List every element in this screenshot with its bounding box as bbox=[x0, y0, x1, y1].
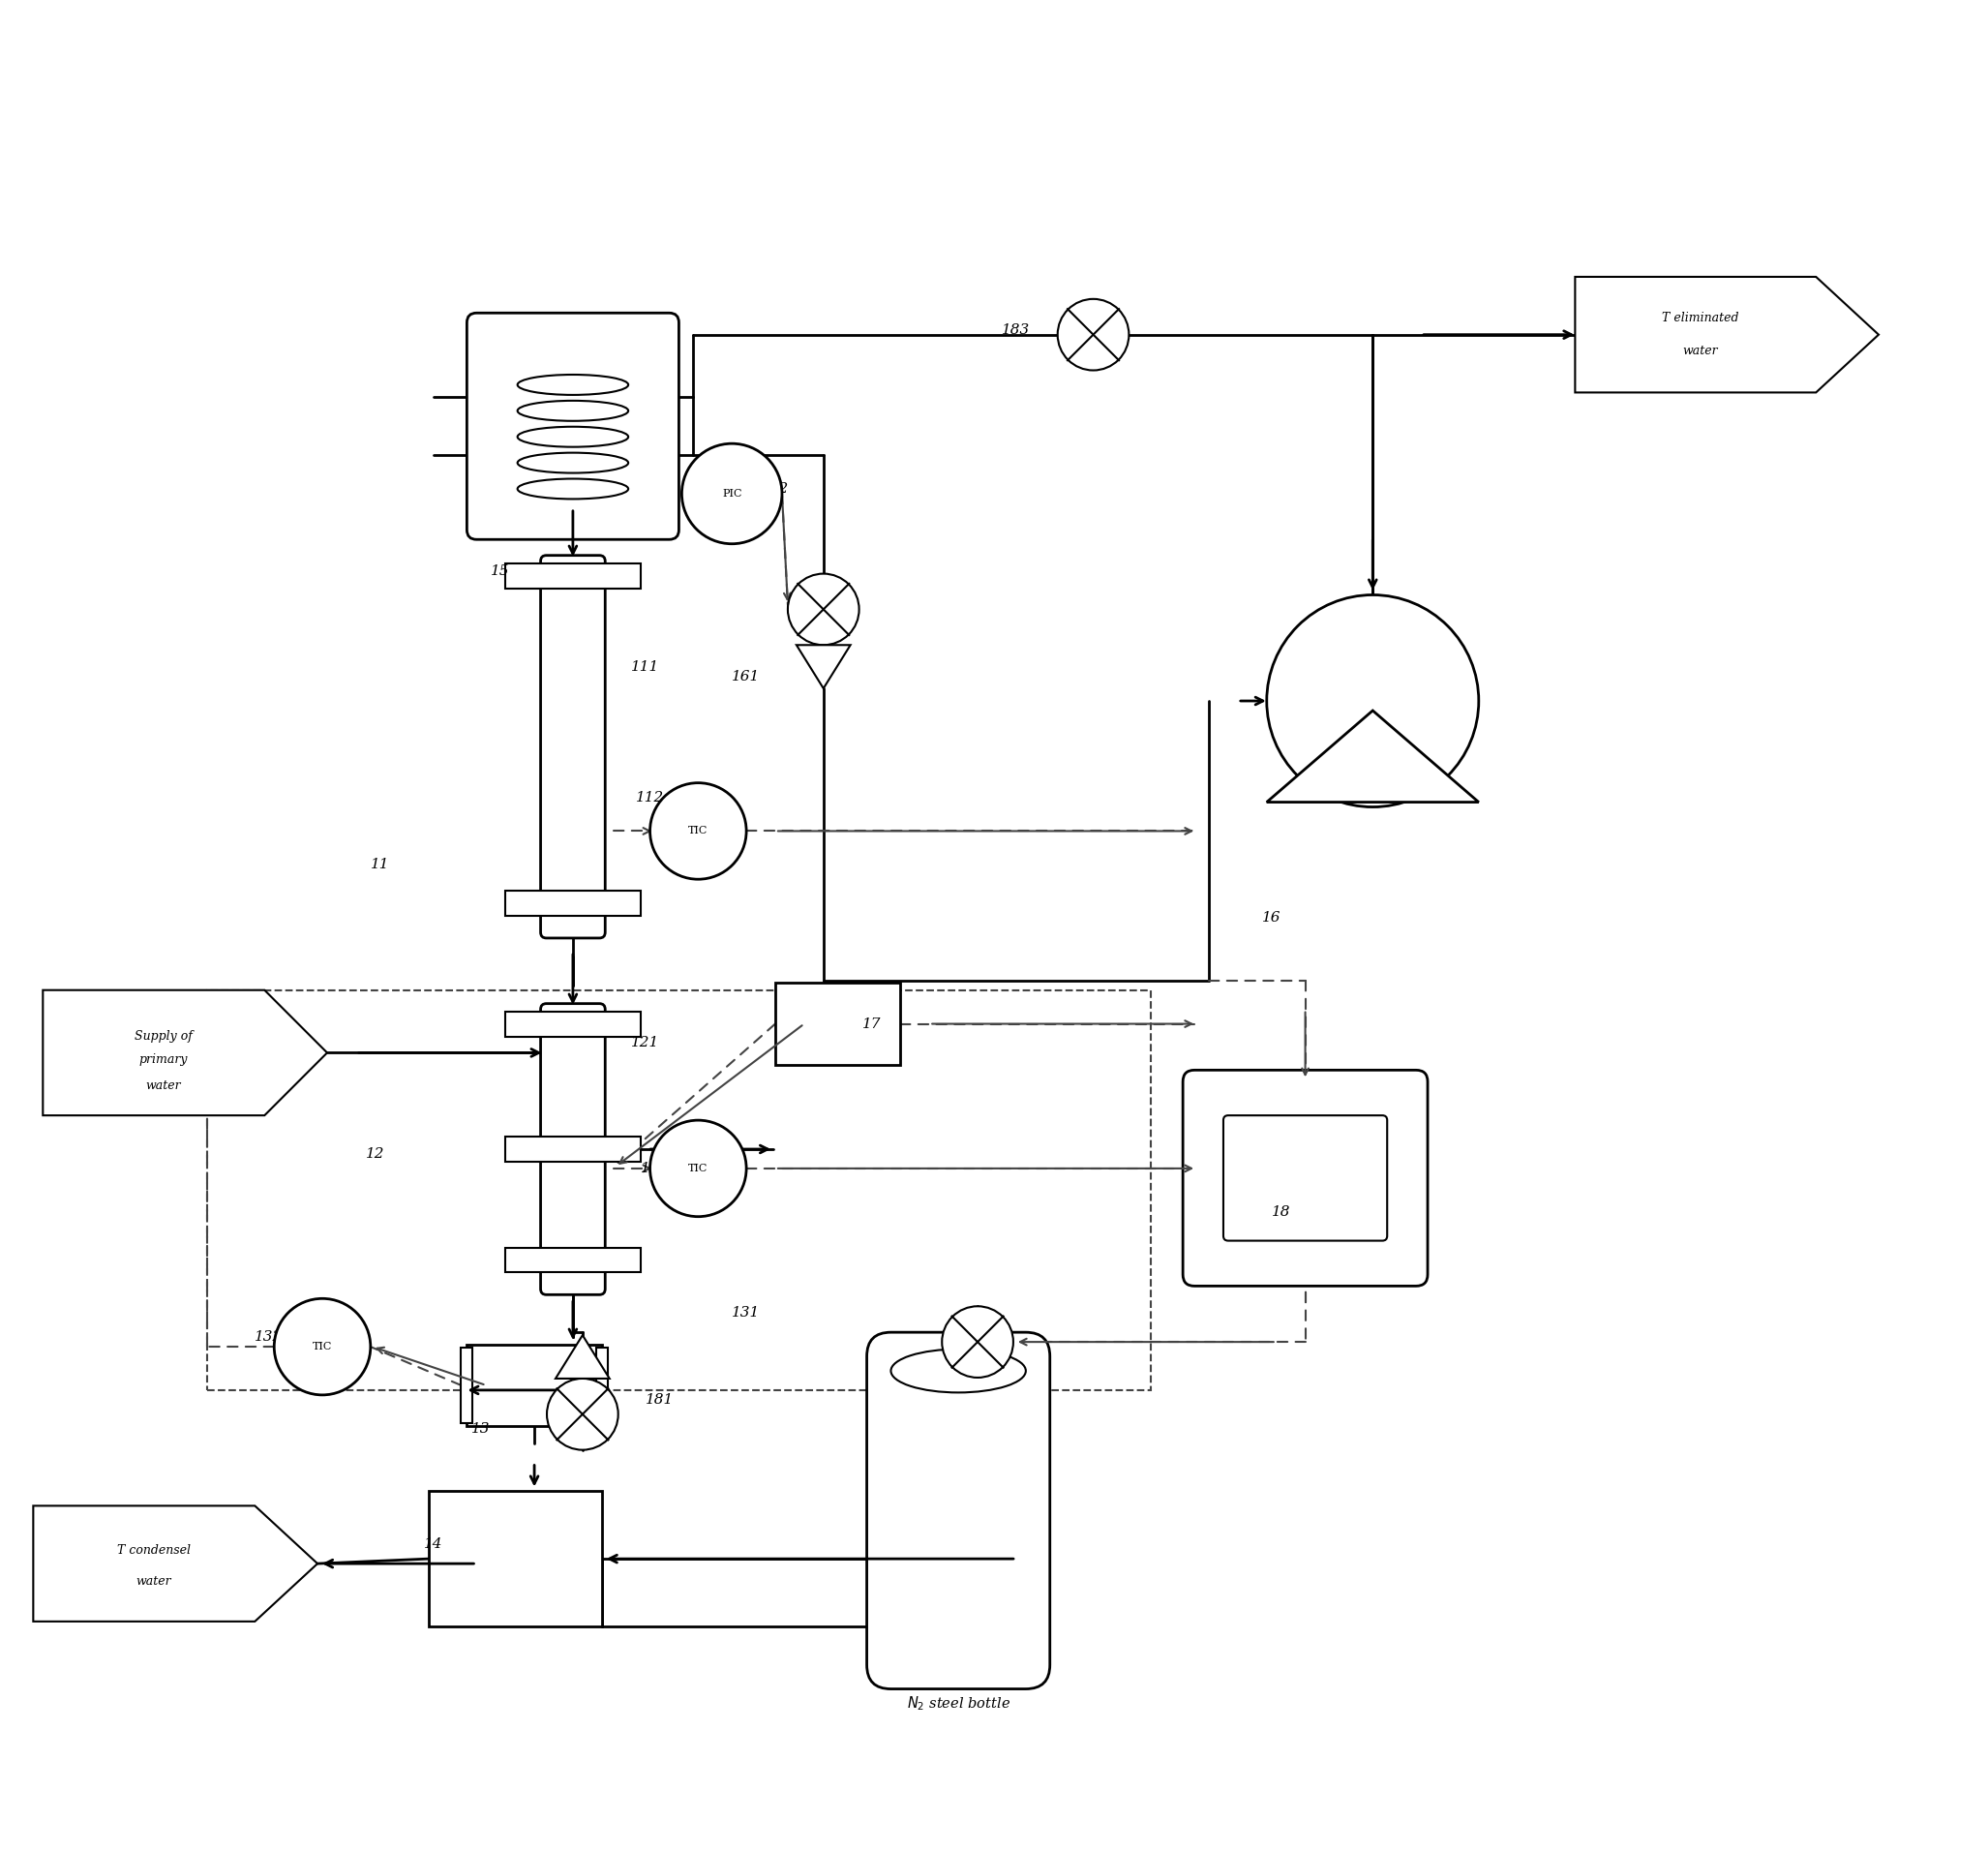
Text: 12: 12 bbox=[366, 1146, 384, 1161]
Circle shape bbox=[1058, 298, 1129, 370]
Text: T eliminated: T eliminated bbox=[1662, 311, 1740, 324]
Text: 182: 182 bbox=[954, 1341, 982, 1354]
Ellipse shape bbox=[517, 426, 628, 446]
Bar bbox=[505, 563, 640, 589]
Text: 17: 17 bbox=[863, 1017, 881, 1030]
Text: $N_2$ steel bottle: $N_2$ steel bottle bbox=[907, 1695, 1010, 1713]
Text: primary: primary bbox=[139, 1054, 187, 1065]
Bar bbox=[505, 1137, 640, 1161]
Circle shape bbox=[942, 1306, 1014, 1378]
Text: 162: 162 bbox=[761, 482, 789, 496]
Ellipse shape bbox=[517, 374, 628, 394]
Text: 112: 112 bbox=[636, 791, 664, 804]
Bar bbox=[427, 1491, 602, 1626]
FancyBboxPatch shape bbox=[1183, 1070, 1427, 1285]
Bar bbox=[461, 1346, 473, 1424]
Text: 15: 15 bbox=[491, 565, 509, 578]
Text: 121: 121 bbox=[630, 1037, 658, 1050]
Text: water: water bbox=[145, 1080, 181, 1093]
Polygon shape bbox=[1266, 711, 1479, 802]
Text: 18: 18 bbox=[1272, 1206, 1290, 1219]
Bar bbox=[505, 1011, 640, 1037]
Text: 181: 181 bbox=[646, 1393, 674, 1406]
Ellipse shape bbox=[891, 1348, 1026, 1393]
Circle shape bbox=[1266, 594, 1479, 807]
Text: 183: 183 bbox=[1002, 322, 1030, 337]
Text: 131: 131 bbox=[732, 1306, 759, 1320]
Text: water: water bbox=[135, 1574, 171, 1587]
FancyBboxPatch shape bbox=[867, 1332, 1050, 1689]
Text: 111: 111 bbox=[630, 661, 658, 674]
Text: TIC: TIC bbox=[688, 826, 708, 835]
Text: 161: 161 bbox=[732, 670, 759, 683]
Text: Supply of: Supply of bbox=[135, 1030, 193, 1043]
Text: T condensel: T condensel bbox=[117, 1545, 191, 1556]
Bar bbox=[505, 1248, 640, 1272]
Circle shape bbox=[650, 783, 746, 880]
Polygon shape bbox=[44, 991, 328, 1115]
Text: 16: 16 bbox=[1262, 911, 1280, 924]
Polygon shape bbox=[1574, 276, 1879, 393]
FancyBboxPatch shape bbox=[541, 556, 604, 939]
Circle shape bbox=[787, 574, 859, 644]
Text: PIC: PIC bbox=[722, 489, 742, 498]
Ellipse shape bbox=[517, 452, 628, 472]
FancyBboxPatch shape bbox=[467, 313, 678, 539]
Circle shape bbox=[650, 1120, 746, 1217]
Circle shape bbox=[682, 444, 781, 544]
FancyBboxPatch shape bbox=[541, 1004, 604, 1295]
Text: 132: 132 bbox=[254, 1330, 282, 1345]
Polygon shape bbox=[34, 1506, 318, 1622]
Bar bbox=[596, 1346, 608, 1424]
Text: water: water bbox=[1682, 344, 1718, 357]
Text: 122: 122 bbox=[640, 1161, 668, 1176]
Polygon shape bbox=[555, 1335, 610, 1378]
Text: TIC: TIC bbox=[688, 1163, 708, 1174]
Ellipse shape bbox=[517, 400, 628, 420]
Bar bbox=[467, 1345, 602, 1426]
Text: TIC: TIC bbox=[312, 1343, 332, 1352]
Text: 11: 11 bbox=[370, 857, 390, 872]
Ellipse shape bbox=[517, 480, 628, 498]
Bar bbox=[775, 983, 901, 1065]
Circle shape bbox=[274, 1298, 370, 1395]
Text: 14: 14 bbox=[423, 1537, 443, 1552]
Circle shape bbox=[547, 1378, 618, 1450]
FancyBboxPatch shape bbox=[1223, 1115, 1388, 1241]
Bar bbox=[505, 891, 640, 917]
Text: 13: 13 bbox=[471, 1422, 491, 1435]
Polygon shape bbox=[797, 644, 851, 689]
Bar bbox=[207, 991, 1151, 1391]
